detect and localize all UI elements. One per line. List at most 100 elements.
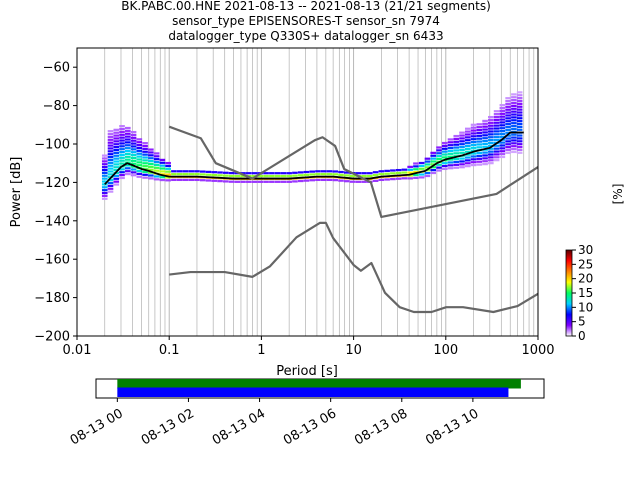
- heatmap-cell: [148, 177, 154, 180]
- heatmap-cell: [459, 163, 465, 166]
- heatmap-cell: [320, 173, 327, 176]
- x-tick-label: 1: [257, 343, 265, 358]
- low-noise-model-line: [169, 221, 539, 314]
- series-lines: [104, 125, 539, 314]
- heatmap-cell: [488, 121, 494, 124]
- heatmap-cell: [338, 179, 344, 182]
- heatmap-cell: [153, 169, 160, 172]
- heatmap-cell: [430, 169, 437, 172]
- heatmap-cell: [309, 179, 316, 182]
- heatmap-cell: [176, 173, 183, 176]
- heatmap-cell: [101, 191, 108, 195]
- heatmap-cell: [499, 153, 506, 156]
- heatmap-cell: [125, 155, 131, 158]
- heatmap-cell: [476, 146, 483, 149]
- heatmap-cell: [107, 141, 114, 144]
- title-line-network: BK.PABC.00.HNE 2021-08-13 -- 2021-08-13 …: [121, 0, 491, 13]
- heatmap-cell: [148, 171, 154, 174]
- heatmap-cell: [205, 170, 212, 173]
- heatmap-cell: [482, 119, 488, 123]
- heatmap-cell: [505, 128, 511, 131]
- heatmap-cell: [499, 124, 506, 127]
- y-axis-label: Power [dB]: [9, 157, 24, 228]
- heatmap-cell: [171, 178, 177, 182]
- heatmap-cell: [107, 138, 114, 141]
- heatmap-cell: [269, 174, 275, 178]
- heatmap-cell: [447, 161, 454, 164]
- heatmap-cell: [511, 142, 517, 145]
- heatmap-cell: [464, 150, 471, 153]
- heatmap-cell: [511, 119, 517, 122]
- heatmap-cell: [274, 180, 281, 183]
- heatmap-cell: [470, 126, 477, 129]
- heatmap-cell: [470, 152, 477, 155]
- heatmap-cell: [101, 157, 108, 160]
- heatmap-cell: [488, 144, 494, 147]
- heatmap-cell: [436, 155, 442, 158]
- heatmap-cell: [188, 173, 194, 176]
- heatmap-cell: [125, 144, 131, 147]
- heatmap-cell: [263, 172, 269, 175]
- heatmap-cell: [459, 143, 465, 146]
- heatmap-cell: [505, 120, 511, 123]
- heatmap-cell: [453, 137, 460, 141]
- heatmap-cell: [148, 154, 154, 157]
- heatmap-cell: [205, 173, 212, 176]
- heatmap-cell: [459, 140, 465, 143]
- heatmap-cell: [505, 114, 511, 117]
- heatmap-cell: [246, 172, 252, 175]
- colorbar-gradient: [565, 249, 573, 337]
- heatmap-cell: [113, 177, 120, 180]
- heatmap-cell: [361, 172, 367, 175]
- heatmap-cell: [505, 148, 511, 152]
- heatmap-cell: [136, 143, 143, 147]
- heatmap-cell: [424, 157, 431, 160]
- heatmap-cell: [436, 146, 442, 149]
- heatmap-cell: [176, 178, 183, 182]
- heatmap-cell: [280, 172, 287, 175]
- heatmap-cell: [499, 155, 506, 159]
- heatmap-cell: [505, 143, 511, 146]
- heatmap-cell: [113, 137, 120, 140]
- heatmap-cell: [199, 170, 206, 173]
- heatmap-cell: [424, 166, 431, 169]
- heatmap-cell: [441, 150, 448, 153]
- x-axis: 0.01 0.1 1 10 100 1000: [63, 336, 555, 358]
- heatmap-cell: [136, 155, 143, 158]
- heatmap-cell: [505, 102, 511, 106]
- heatmap-cell: [297, 171, 304, 174]
- heatmap-cell: [516, 143, 523, 146]
- heatmap-cell: [107, 158, 114, 162]
- heatmap-cell: [459, 160, 465, 163]
- heatmap-cell: [505, 151, 511, 155]
- heatmap-cell: [217, 180, 223, 183]
- heatmap-cell: [384, 172, 390, 175]
- heatmap-cell: [113, 151, 120, 154]
- heatmap-cell: [488, 141, 494, 145]
- heatmap-cell: [470, 149, 477, 152]
- heatmap-cell: [407, 177, 413, 180]
- timeline-bar: [117, 379, 521, 389]
- heatmap-cell: [113, 140, 120, 143]
- heatmap-cell: [470, 135, 477, 138]
- mean-line: [104, 131, 524, 185]
- heatmap-cell: [401, 171, 408, 174]
- heatmap-cell: [136, 141, 143, 144]
- heatmap-cell: [459, 151, 465, 154]
- heatmap-cell: [101, 197, 108, 200]
- heatmap-cell: [142, 153, 148, 156]
- heatmap-cell: [447, 149, 454, 153]
- heatmap-cell: [441, 164, 448, 168]
- heatmap-cell: [447, 144, 454, 147]
- heatmap-cell: [142, 173, 148, 176]
- heatmap-cell: [119, 145, 125, 148]
- heatmap-cell: [476, 157, 483, 160]
- heatmap-cell: [142, 162, 148, 165]
- heatmap-cell: [464, 144, 471, 148]
- heatmap-cell: [511, 145, 517, 148]
- heatmap-cell: [493, 113, 500, 116]
- heatmap-cell: [395, 177, 402, 180]
- heatmap-cell: [488, 139, 494, 142]
- timeline-tick-label: 08-13 04: [210, 406, 268, 448]
